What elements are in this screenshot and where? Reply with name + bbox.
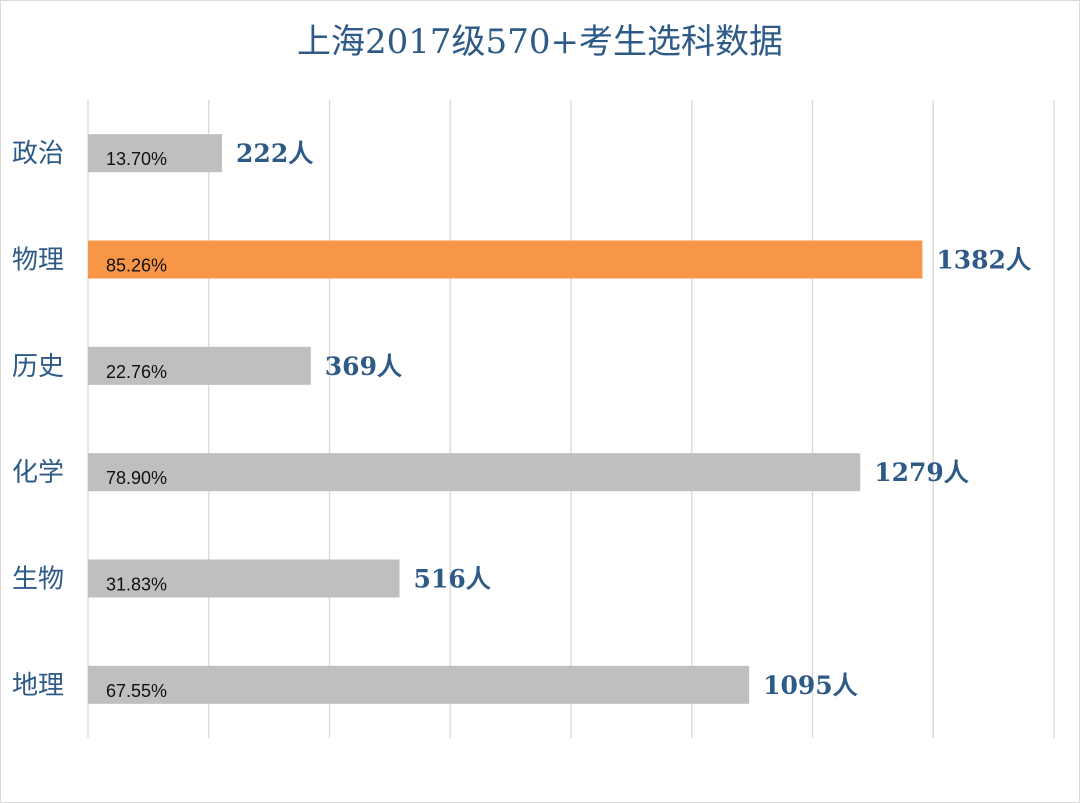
category-label: 地理 bbox=[12, 671, 64, 701]
value-label: 516人 bbox=[414, 565, 491, 594]
percent-label: 67.55% bbox=[106, 681, 167, 701]
chart-title: 上海2017级570+考生选科数据 bbox=[297, 22, 783, 62]
category-label: 化学 bbox=[12, 458, 64, 488]
bar-1 bbox=[88, 240, 923, 279]
category-label: 生物 bbox=[12, 565, 64, 595]
bar-5 bbox=[88, 665, 750, 704]
bar-2 bbox=[88, 346, 311, 385]
value-label: 1279人 bbox=[874, 458, 969, 487]
percent-label: 13.70% bbox=[106, 149, 167, 169]
value-label: 1382人 bbox=[936, 246, 1031, 275]
value-label: 1095人 bbox=[763, 671, 858, 700]
bar-0 bbox=[88, 134, 223, 173]
value-label: 369人 bbox=[325, 352, 402, 381]
category-label: 物理 bbox=[12, 246, 64, 276]
category-label: 历史 bbox=[12, 352, 64, 382]
bar-4 bbox=[88, 559, 400, 598]
percent-label: 22.76% bbox=[106, 362, 167, 382]
percent-label: 31.83% bbox=[106, 575, 167, 595]
value-label: 222人 bbox=[236, 139, 313, 168]
percent-label: 78.90% bbox=[106, 468, 167, 488]
category-label: 政治 bbox=[12, 139, 64, 169]
percent-label: 85.26% bbox=[106, 256, 167, 276]
bar-3 bbox=[88, 453, 861, 492]
